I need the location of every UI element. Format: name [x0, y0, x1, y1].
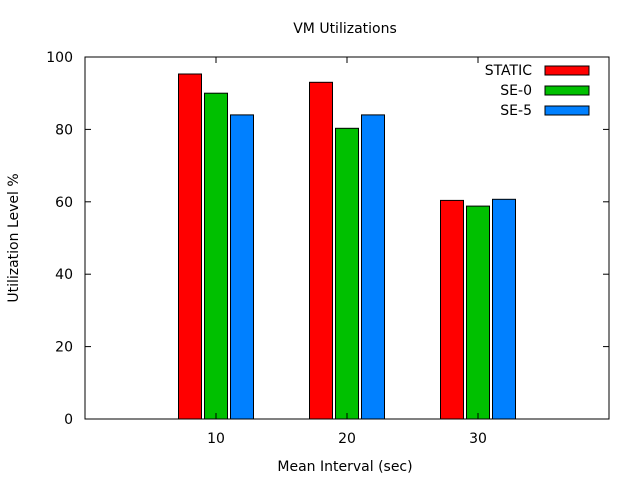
legend-swatch-se-5: [544, 105, 590, 116]
y-tick-label: 0: [64, 412, 73, 428]
legend-swatch-se-0: [544, 85, 590, 96]
x-tick-label: 10: [207, 431, 225, 447]
legend-label-se-5: SE-5: [500, 103, 532, 119]
y-tick-label: 40: [55, 267, 73, 283]
bar-se-0-20: [335, 127, 359, 420]
legend-label-static: STATIC: [485, 63, 533, 79]
y-axis-label: Utilization Level %: [6, 173, 22, 302]
legend-swatch-static: [544, 65, 590, 76]
chart-title: VM Utilizations: [293, 21, 397, 37]
bar-static-20: [309, 81, 333, 420]
ticks-group: 0 20 40 60 80 100 10 20 30: [46, 50, 609, 447]
y-tick-label: 100: [46, 50, 73, 66]
y-tick-label: 80: [55, 122, 73, 138]
bar-se-0-30: [466, 205, 490, 420]
y-tick-label: 60: [55, 195, 73, 211]
bar-se-5-10: [230, 114, 254, 420]
x-tick-label: 30: [469, 431, 487, 447]
bar-static-30: [440, 199, 464, 420]
bar-se-5-20: [361, 114, 385, 420]
x-axis-label: Mean Interval (sec): [277, 459, 412, 475]
bars-group: [178, 73, 516, 420]
x-tick-label: 20: [338, 431, 356, 447]
bar-static-10: [178, 73, 202, 420]
legend-label-se-0: SE-0: [500, 83, 532, 99]
bar-se-5-30: [492, 198, 516, 420]
legend: STATIC SE-0 SE-5: [485, 63, 590, 119]
bar-se-0-10: [204, 92, 228, 420]
y-tick-label: 20: [55, 340, 73, 356]
